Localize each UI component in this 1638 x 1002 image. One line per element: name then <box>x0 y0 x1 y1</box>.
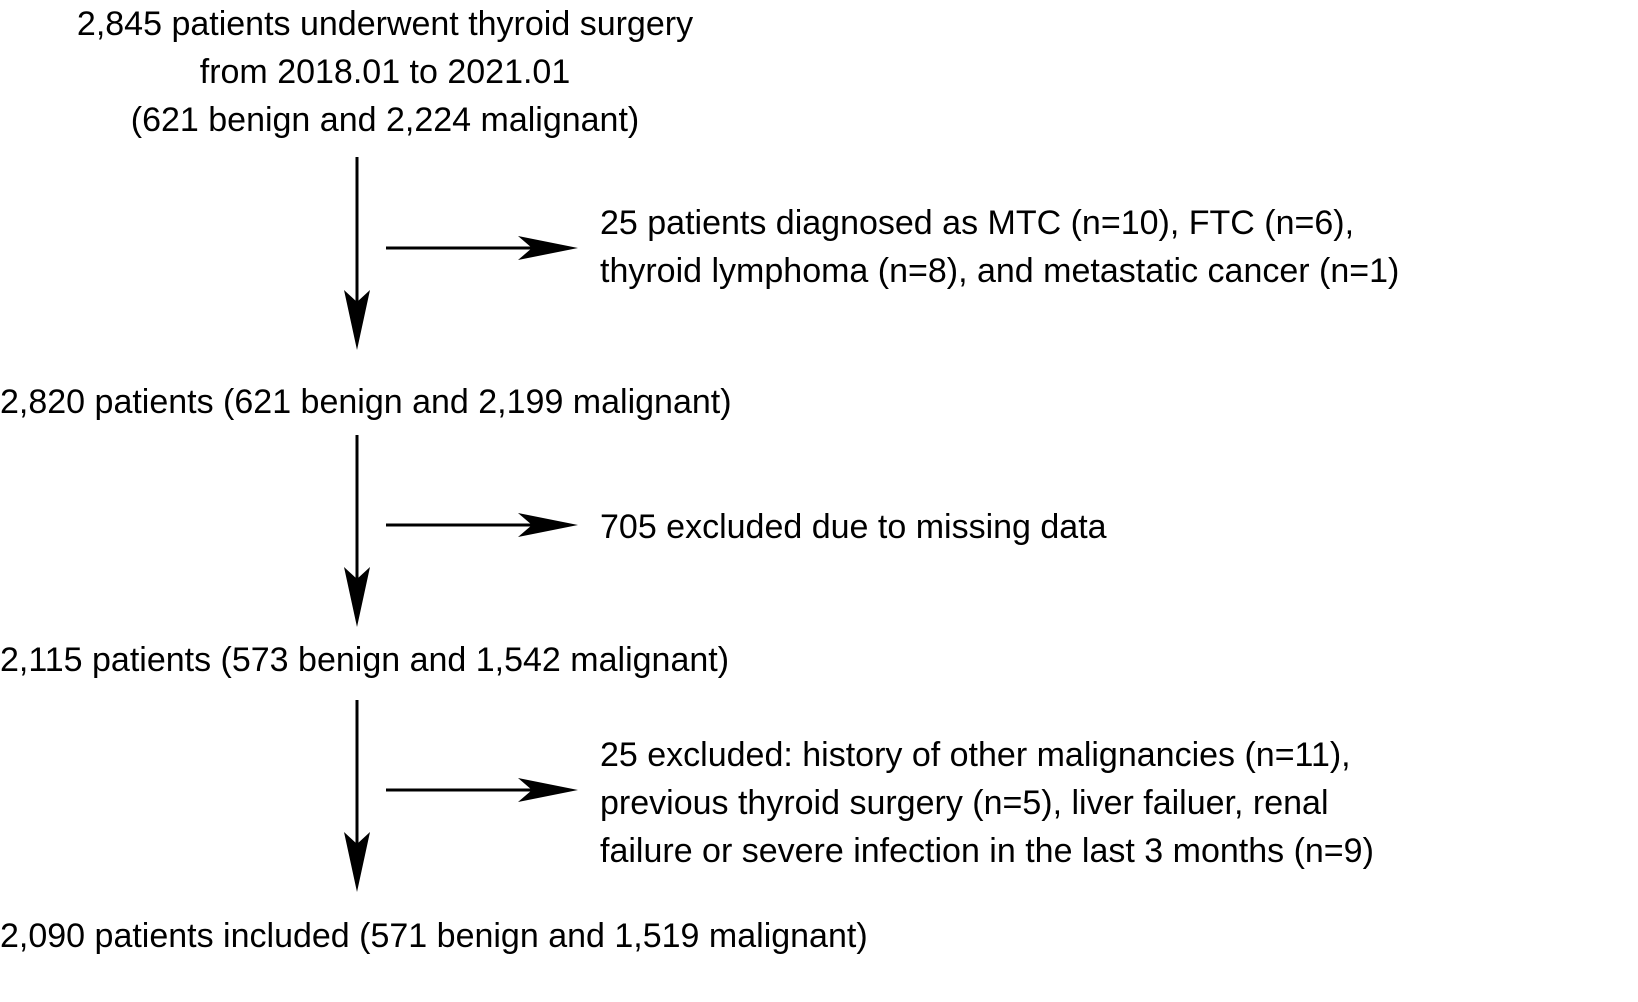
side-arrow-3 <box>386 778 578 802</box>
exclusion-3-line-1: 25 excluded: history of other malignanci… <box>600 736 1351 774</box>
start-line-1: 2,845 patients underwent thyroid surgery <box>76 5 694 43</box>
step-node-2: 2,820 patients (621 benign and 2,199 mal… <box>0 378 732 426</box>
final-text: 2,090 patients included (571 benign and … <box>0 917 868 955</box>
start-line-3: (621 benign and 2,224 malignant) <box>130 101 640 139</box>
side-arrow-1 <box>386 236 578 260</box>
side-arrow-2 <box>386 513 578 537</box>
exclusion-3-line-2: previous thyroid surgery (n=5), liver fa… <box>600 784 1329 822</box>
final-node: 2,090 patients included (571 benign and … <box>0 912 868 960</box>
exclusion-1-line-1: 25 patients diagnosed as MTC (n=10), FTC… <box>600 204 1355 242</box>
exclusion-1-line-2: thyroid lymphoma (n=8), and metastatic c… <box>600 252 1400 290</box>
exclusion-2-text: 705 excluded due to missing data <box>600 508 1107 546</box>
step-3-text: 2,115 patients (573 benign and 1,542 mal… <box>0 641 730 679</box>
exclusion-node-3: 25 excluded: history of other malignanci… <box>600 731 1374 875</box>
exclusion-node-2: 705 excluded due to missing data <box>600 503 1107 551</box>
start-node: 2,845 patients underwent thyroid surgery… <box>0 0 770 144</box>
exclusion-node-1: 25 patients diagnosed as MTC (n=10), FTC… <box>600 199 1399 295</box>
start-line-2: from 2018.01 to 2021.01 <box>199 53 571 91</box>
exclusion-3-line-3: failure or severe infection in the last … <box>600 832 1374 870</box>
down-arrow-1 <box>344 157 370 350</box>
down-arrow-3 <box>344 700 370 892</box>
step-2-text: 2,820 patients (621 benign and 2,199 mal… <box>0 383 732 421</box>
down-arrow-2 <box>344 435 370 627</box>
step-node-3: 2,115 patients (573 benign and 1,542 mal… <box>0 636 729 684</box>
